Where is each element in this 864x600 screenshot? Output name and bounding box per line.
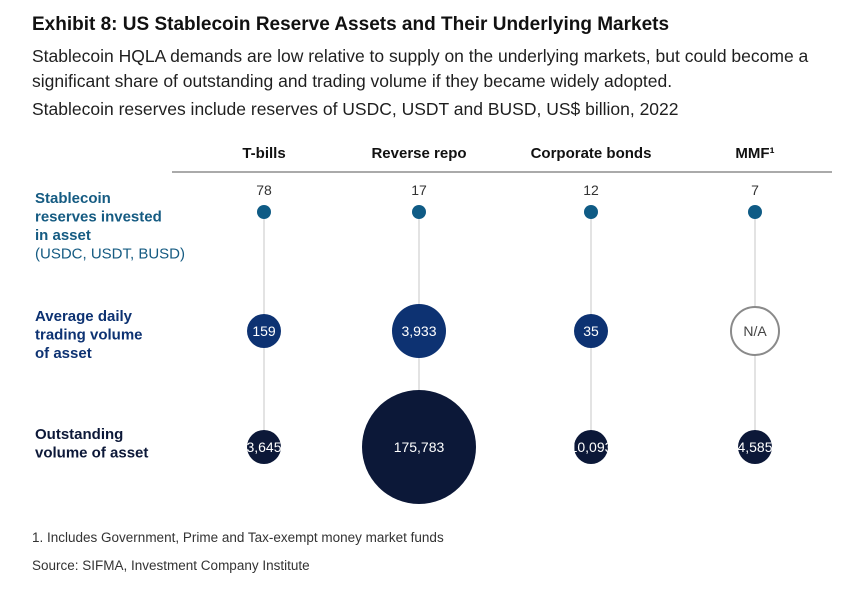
row-label: of asset <box>35 345 92 362</box>
column-header-t-bills: T-bills <box>242 145 285 162</box>
outstanding-volume-bubble-corporate-bonds <box>574 430 608 464</box>
reserve-dot-corporate-bonds <box>584 205 598 219</box>
reserve-value-label: 7 <box>751 182 759 198</box>
trading-volume-value-label: 35 <box>583 323 599 339</box>
row-label: Outstanding <box>35 426 123 443</box>
reserve-value-label: 12 <box>583 182 599 198</box>
reserve-dot-mmf <box>748 205 762 219</box>
trading-volume-value-label: 159 <box>252 323 276 339</box>
row-label: trading volume <box>35 327 143 344</box>
row-label: Average daily <box>35 308 133 325</box>
reserve-value-label: 17 <box>411 182 427 198</box>
trading-volume-value-label: N/A <box>743 323 767 339</box>
trading-volume-bubble-reverse-repo <box>392 304 446 358</box>
reserve-dot-t-bills <box>257 205 271 219</box>
chart-units-note: Stablecoin reserves include reserves of … <box>32 99 679 119</box>
row-label: volume of asset <box>35 445 148 462</box>
column-header-corporate-bonds: Corporate bonds <box>531 145 652 162</box>
outstanding-volume-value-label: 175,783 <box>394 439 445 455</box>
source-note: Source: SIFMA, Investment Company Instit… <box>32 558 310 573</box>
chart-title: Exhibit 8: US Stablecoin Reserve Assets … <box>32 14 670 35</box>
row-label-note: (USDC, USDT, BUSD) <box>35 246 185 263</box>
trading-volume-bubble-t-bills <box>247 314 281 348</box>
outstanding-volume-value-label: 3,645 <box>246 439 281 455</box>
row-label: Stablecoin <box>35 190 111 207</box>
reserve-dot-reverse-repo <box>412 205 426 219</box>
outstanding-volume-value-label: 10,093 <box>570 439 613 455</box>
column-header-reverse-repo: Reverse repo <box>371 145 466 162</box>
outstanding-volume-bubble-mmf <box>738 430 772 464</box>
row-label: reserves invested <box>35 209 162 226</box>
footnote: 1. Includes Government, Prime and Tax-ex… <box>32 530 444 545</box>
row-label: in asset <box>35 227 91 244</box>
trading-volume-bubble-corporate-bonds <box>574 314 608 348</box>
trading-volume-value-label: 3,933 <box>401 323 436 339</box>
trading-volume-bubble-mmf <box>730 306 780 356</box>
bubble-chart: T-bills Reverse repo Corporate bonds MMF¹ St… <box>35 145 832 504</box>
outstanding-volume-value-label: 4,585 <box>737 439 772 455</box>
column-header-mmf: MMF¹ <box>735 145 774 162</box>
outstanding-volume-bubble-reverse-repo <box>362 390 476 504</box>
outstanding-volume-bubble-t-bills <box>247 430 281 464</box>
reserve-value-label: 78 <box>256 182 272 198</box>
chart-subtitle: Stablecoin HQLA demands are low relative… <box>32 46 809 91</box>
